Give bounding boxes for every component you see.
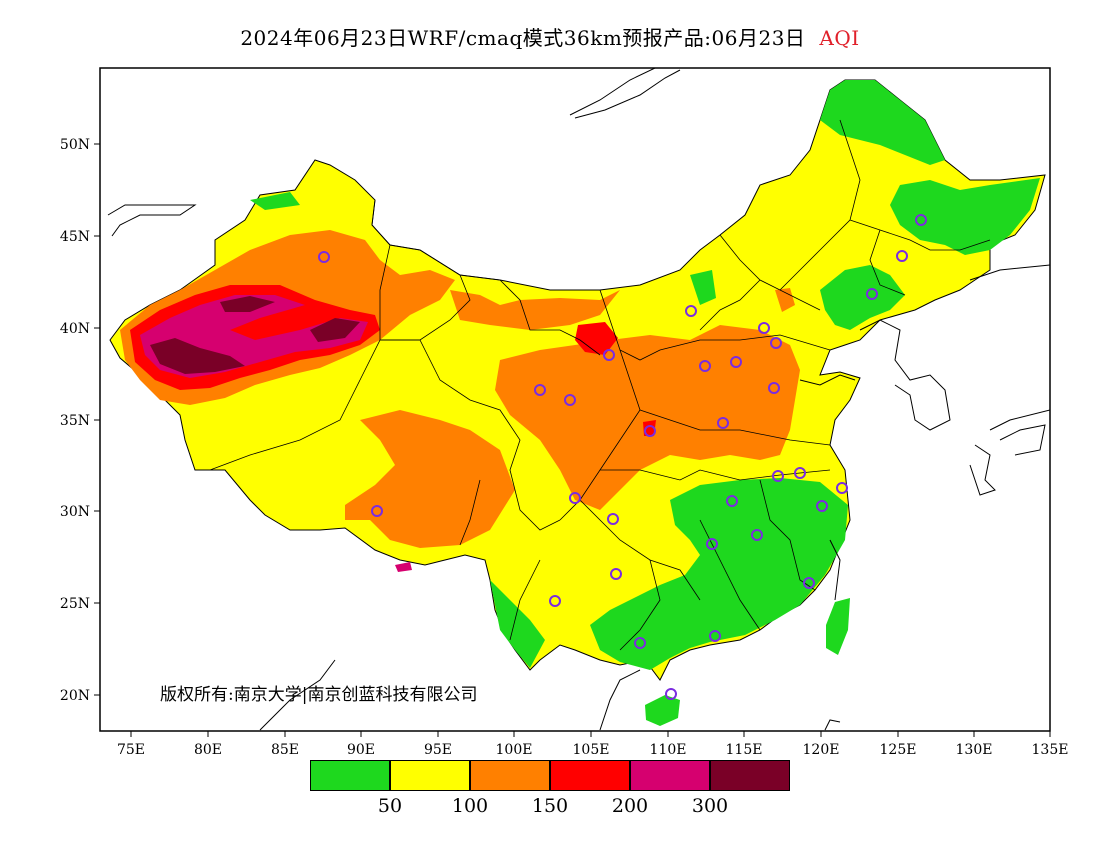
station-marker: [665, 688, 677, 700]
purple-tibet-edge: [395, 562, 412, 572]
station-marker: [549, 595, 561, 607]
legend-label: 50: [377, 795, 403, 817]
dark-taklimakan: [150, 338, 245, 374]
legend-swatch: [310, 760, 390, 791]
title-variable: AQI: [819, 26, 860, 50]
station-marker: [699, 360, 711, 372]
legend-swatch: [550, 760, 630, 791]
lon-tick: 125E: [880, 742, 917, 758]
lon-tick: 100E: [496, 742, 533, 758]
lat-tick: 50N: [60, 137, 90, 153]
lat-tick: 40N: [60, 321, 90, 337]
station-marker: [706, 538, 718, 550]
lat-tick: 25N: [60, 596, 90, 612]
legend-swatch: [630, 760, 710, 791]
dark-taklimakan-2: [220, 296, 275, 312]
lon-tick: 135E: [1032, 742, 1069, 758]
station-markers: [318, 214, 927, 700]
copyright-text: 版权所有:南京大学|南京创蓝科技有限公司: [160, 685, 478, 705]
lon-tick: 120E: [803, 742, 840, 758]
station-marker: [564, 394, 576, 406]
legend-swatch: [390, 760, 470, 791]
lat-tick: 35N: [60, 413, 90, 429]
green-hainan: [645, 695, 680, 726]
legend-swatch: [470, 760, 550, 791]
lat-tick: 20N: [60, 688, 90, 704]
station-marker: [610, 568, 622, 580]
legend-labels: 50 100 150 200 300: [310, 795, 790, 825]
station-marker: [896, 250, 908, 262]
station-marker: [634, 637, 646, 649]
title-main: 2024年06月23日WRF/cmaq模式36km预报产品:06月23日: [240, 26, 806, 50]
station-marker: [770, 337, 782, 349]
lon-tick: 130E: [956, 742, 993, 758]
lon-tick: 85E: [271, 742, 299, 758]
station-marker: [603, 349, 615, 361]
lon-tick: 105E: [573, 742, 610, 758]
green-liaoning: [820, 265, 905, 330]
lon-tick: 115E: [726, 742, 763, 758]
orange-tibet: [345, 410, 515, 548]
lon-tick: 75E: [117, 742, 145, 758]
station-marker: [726, 495, 738, 507]
station-marker: [717, 417, 729, 429]
lon-tick: 90E: [347, 742, 375, 758]
legend-swatch: [710, 760, 790, 791]
green-northeast-2: [890, 178, 1040, 255]
green-taiwan: [826, 598, 850, 655]
lon-tick-labels: 75E 80E 85E 90E 95E 100E 105E 110E 115E …: [117, 742, 1069, 758]
station-marker: [816, 500, 828, 512]
green-southwest: [490, 580, 545, 668]
station-marker: [371, 505, 383, 517]
station-marker: [607, 513, 619, 525]
lat-tick: 45N: [60, 229, 90, 245]
lon-tick: 80E: [194, 742, 222, 758]
station-marker: [758, 322, 770, 334]
neighbor-outlines: [107, 68, 1050, 731]
orange-central: [495, 325, 800, 510]
station-marker: [644, 425, 656, 437]
chart-title: 2024年06月23日WRF/cmaq模式36km预报产品:06月23日 AQI: [0, 22, 1100, 51]
frame-ticks: [94, 143, 1051, 737]
lat-tick: 30N: [60, 504, 90, 520]
station-marker: [768, 382, 780, 394]
green-inner-mongolia: [690, 270, 716, 305]
station-marker: [534, 384, 546, 396]
green-northeast: [820, 80, 945, 165]
orange-hebei: [775, 288, 795, 312]
station-marker: [685, 305, 697, 317]
station-marker: [836, 482, 848, 494]
red-ningxia: [575, 322, 618, 355]
legend-label: 300: [691, 795, 729, 817]
station-marker: [318, 251, 330, 263]
station-marker: [866, 288, 878, 300]
station-marker: [709, 630, 721, 642]
red-henan: [643, 420, 656, 436]
lat-tick-labels: 50N 45N 40N 35N 30N 25N 20N: [60, 137, 90, 704]
station-marker: [794, 467, 806, 479]
dark-taklimakan-3: [310, 318, 360, 342]
station-marker: [772, 470, 784, 482]
station-marker: [569, 492, 581, 504]
lon-tick: 95E: [424, 742, 452, 758]
color-legend: [310, 760, 790, 791]
green-south: [590, 478, 848, 670]
station-marker: [751, 529, 763, 541]
green-northwest-tip: [250, 192, 300, 210]
station-marker: [915, 214, 927, 226]
legend-label: 100: [451, 795, 489, 817]
legend-label: 200: [611, 795, 649, 817]
station-marker: [730, 356, 742, 368]
legend-label: 150: [531, 795, 569, 817]
lon-tick: 110E: [650, 742, 687, 758]
province-borders: [209, 119, 991, 651]
orange-north: [450, 290, 620, 330]
station-marker: [803, 577, 815, 589]
